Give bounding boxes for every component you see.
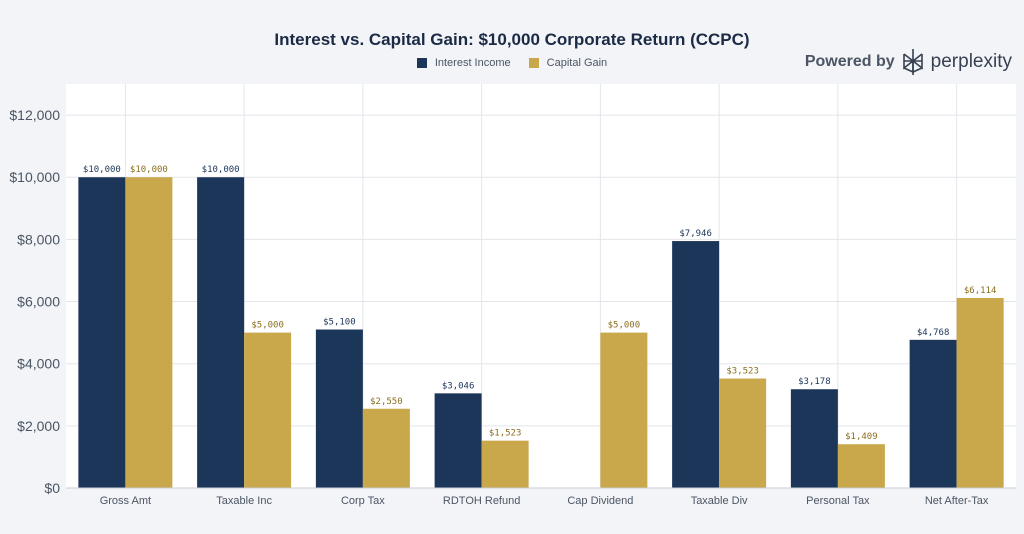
brand-badge: Powered by perplexity [805,48,1012,76]
bar-interest[interactable] [315,329,363,488]
bar-interest[interactable] [909,339,957,488]
y-tick-label: $4,000 [17,356,60,372]
x-tick-label: Net After-Tax [925,495,989,507]
bar-capital-gain[interactable] [125,177,173,488]
bar-capital-gain[interactable] [719,378,767,488]
data-label: $10,000 [202,165,240,175]
bar-capital-gain[interactable] [956,297,1004,488]
bar-capital-gain[interactable] [600,332,648,488]
data-label: $5,000 [608,321,641,331]
bar-interest[interactable] [78,177,126,488]
x-tick-label: Personal Tax [806,495,870,507]
bar-capital-gain[interactable] [244,332,292,488]
legend-item-capital[interactable]: Capital Gain [528,57,608,69]
perplexity-logo-icon [902,49,923,75]
y-tick-label: $8,000 [17,231,60,247]
legend-label-capital: Capital Gain [546,57,608,69]
axis-layer: $0 $2,000 $4,000 $6,000 $8,000 $10,000 $12,000… [9,107,1016,507]
data-label: $2,550 [370,397,403,407]
data-label: $5,100 [323,318,356,328]
legend-label-interest: Interest Income [434,57,511,69]
bar-capital-gain[interactable] [837,444,885,488]
data-label: $7,946 [679,229,712,239]
bar-capital-gain[interactable] [481,440,529,488]
chart-title: Interest vs. Capital Gain: $10,000 Corpo… [274,30,750,49]
bar-interest[interactable] [790,389,838,488]
legend: Interest Income Capital Gain [0,57,1024,69]
x-tick-label: Cap Dividend [567,495,633,507]
data-label: $3,046 [442,381,475,391]
data-label: $10,000 [83,165,121,175]
data-label: $4,768 [917,328,950,338]
y-tick-label: $0 [44,480,60,496]
data-label: $10,000 [130,165,168,175]
data-label: $6,114 [964,286,997,296]
y-tick-label: $6,000 [17,294,60,310]
y-tick-label: $10,000 [9,169,60,185]
x-tick-label: Taxable Div [691,495,748,507]
x-tick-label: RDTOH Refund [443,495,520,507]
bar-capital-gain[interactable] [362,408,410,488]
data-label: $1,409 [845,432,878,442]
y-tick-label: $2,000 [17,418,60,434]
data-label: $5,000 [251,321,284,331]
x-tick-label: Taxable Inc [216,495,272,507]
brand-name: perplexity [930,51,1012,72]
powered-by-label: Powered by [804,53,895,70]
bar-interest[interactable] [434,393,482,488]
legend-swatch-capital [528,58,539,68]
bar-interest[interactable] [672,241,720,488]
legend-item-interest[interactable]: Interest Income [416,57,511,69]
data-label: $1,523 [489,429,522,439]
label-layer: $10,000 $10,000 $5,100 $3,046 $7,946 $3,178 $4… [83,165,996,442]
x-tick-label: Corp Tax [341,495,385,507]
data-label: $3,178 [798,377,831,387]
y-tick-label: $12,000 [9,107,60,123]
x-tick-label: Gross Amt [100,495,151,507]
legend-swatch-interest [416,58,427,68]
bar-layer [78,177,1004,488]
bar-interest[interactable] [197,177,245,488]
data-label: $3,523 [726,367,759,377]
